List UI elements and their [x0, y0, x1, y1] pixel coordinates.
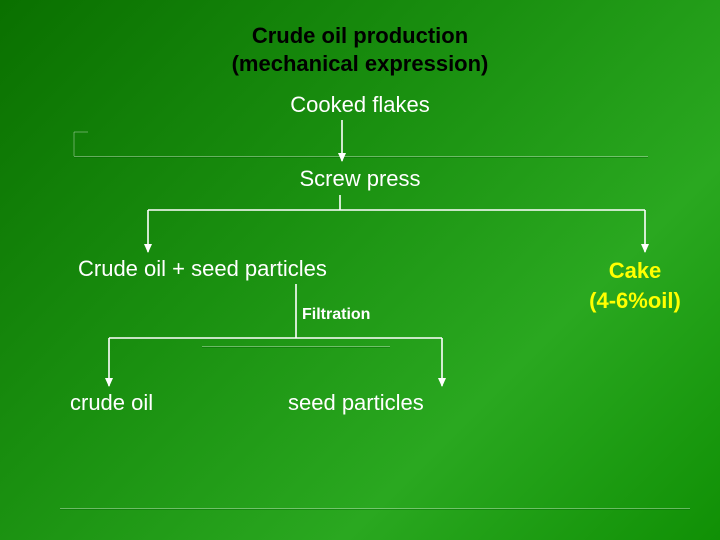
node-label: Filtration	[302, 306, 370, 323]
node-label: seed particles	[288, 390, 424, 415]
title-line1: Crude oil production	[252, 23, 468, 48]
node-crude-seed: Crude oil + seed particles	[78, 256, 378, 282]
title-line2: (mechanical expression)	[0, 50, 720, 78]
accent-line-mid	[202, 346, 390, 348]
node-label: Cooked flakes	[290, 92, 429, 117]
node-screw-press: Screw press	[260, 166, 460, 192]
accent-line-top	[74, 156, 648, 158]
node-label: Cake	[609, 258, 662, 283]
page-title: Crude oil production (mechanical express…	[0, 22, 720, 77]
node-seed-particles: seed particles	[288, 390, 468, 416]
node-label: crude oil	[70, 390, 153, 415]
node-filtration: Filtration	[302, 306, 370, 324]
node-cake: Cake (4-6%oil)	[570, 256, 700, 315]
node-sublabel: (4-6%oil)	[589, 288, 681, 313]
node-label: Screw press	[299, 166, 420, 191]
node-cooked-flakes: Cooked flakes	[260, 92, 460, 118]
node-label: Crude oil + seed particles	[78, 256, 327, 281]
node-crude-oil: crude oil	[70, 390, 200, 416]
accent-line-bottom	[60, 508, 690, 510]
